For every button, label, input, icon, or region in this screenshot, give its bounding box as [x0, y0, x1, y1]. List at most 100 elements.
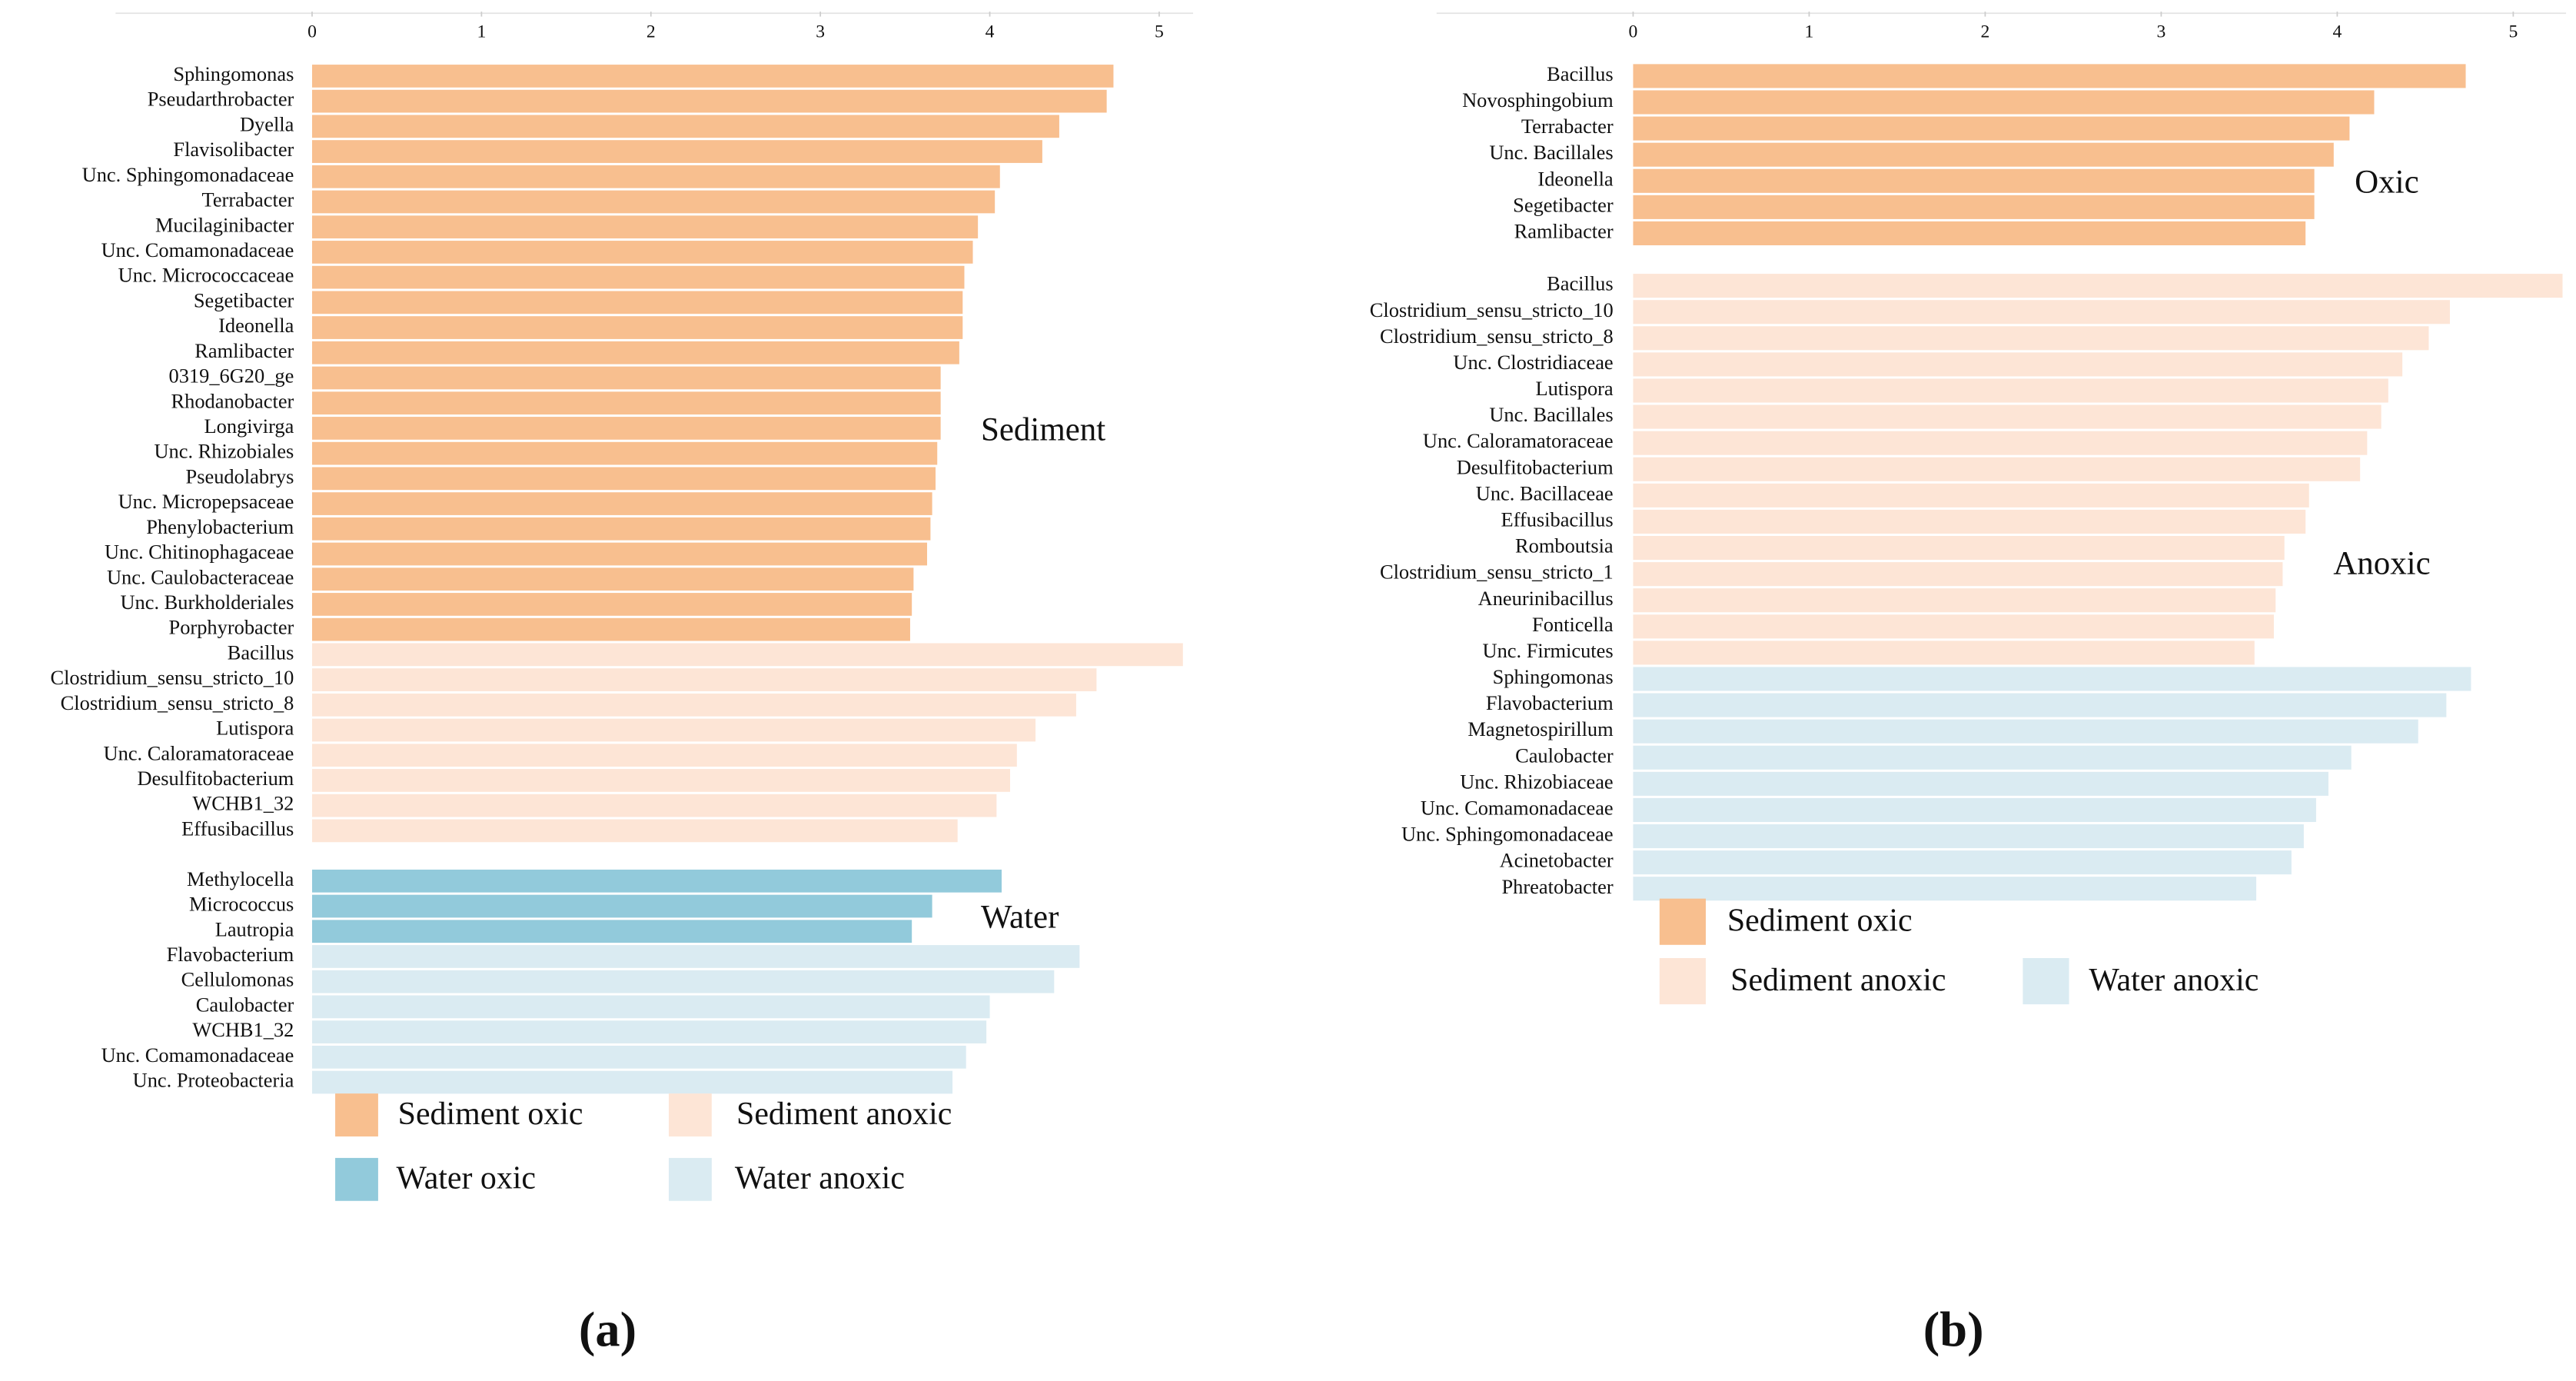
bar: [311, 567, 914, 591]
bar: [311, 492, 932, 515]
category-label: Unc. Bacillales: [1489, 403, 1613, 426]
bar: [311, 869, 1002, 893]
bar: [1633, 719, 2418, 744]
bar: [311, 920, 912, 943]
category-label: Fonticella: [1532, 613, 1614, 636]
category-label: Phreatobacter: [1501, 875, 1613, 898]
category-label: Unc. Chitinophagaceae: [105, 541, 294, 564]
category-label: Clostridium_sensu_stricto_1: [1380, 561, 1614, 584]
category-label: Sphingomonas: [1493, 665, 1614, 688]
category-label: Magnetospirillum: [1467, 717, 1614, 740]
bar: [311, 441, 938, 465]
category-label: Phenylobacterium: [146, 515, 294, 538]
x-tick-label: 5: [2508, 22, 2518, 42]
bar: [1633, 745, 2352, 770]
bar: [311, 643, 1183, 667]
bar: [1633, 614, 2274, 639]
category-label: Pseudolabrys: [186, 464, 294, 488]
legend-swatch: [335, 1157, 378, 1201]
bar: [311, 718, 1036, 742]
bar: [311, 1020, 987, 1043]
x-tick-label: 4: [986, 22, 995, 42]
x-tick-label: 0: [307, 22, 317, 42]
category-label: Dyella: [240, 112, 294, 135]
bar: [1633, 877, 2257, 901]
category-label: Caulobacter: [196, 993, 294, 1016]
bar: [1633, 771, 2328, 796]
annotation: Sediment: [981, 412, 1105, 448]
bar: [311, 265, 965, 289]
category-label: Bacillus: [1547, 272, 1614, 295]
x-tick-label: 2: [646, 22, 656, 42]
category-label: Ramlibacter: [194, 339, 294, 362]
category-label: Unc. Bacillales: [1489, 141, 1613, 164]
bar: [1633, 850, 2292, 875]
category-label: Clostridium_sensu_stricto_10: [1370, 298, 1614, 321]
legend-swatch: [1659, 898, 1706, 945]
bar: [1633, 352, 2403, 377]
x-tick-label: 4: [2332, 22, 2342, 42]
category-label: Micrococcus: [189, 893, 294, 916]
category-label: WCHB1_32: [192, 792, 294, 815]
category-label: Unc. Comamonadaceae: [101, 238, 294, 261]
category-label: Desulfitobacterium: [1457, 455, 1614, 478]
bar: [311, 140, 1042, 163]
bar: [1633, 378, 2388, 403]
legend-label: Sediment anoxic: [1730, 963, 1946, 998]
category-label: Unc. Caloramatoraceae: [1423, 429, 1614, 452]
bar: [311, 341, 959, 364]
category-label: Flavobacterium: [1486, 691, 1614, 714]
bar: [1633, 142, 2334, 167]
category-label: Unc. Bacillaceae: [1476, 481, 1614, 504]
panel-label: (b): [1923, 1303, 1984, 1357]
bar: [311, 668, 1097, 691]
category-label: Porphyrobacter: [169, 616, 294, 639]
category-label: Unc. Sphingomonadaceae: [82, 163, 294, 186]
bar: [311, 89, 1107, 113]
bar: [311, 593, 912, 616]
category-label: Lutispora: [216, 717, 294, 740]
bar: [311, 366, 941, 390]
category-label: Ramlibacter: [1514, 220, 1614, 243]
category-label: Lutispora: [1535, 377, 1613, 400]
legend-label: Sediment anoxic: [736, 1096, 952, 1132]
category-label: Flavisolibacter: [173, 138, 294, 161]
bar: [1633, 431, 2368, 455]
bar: [1633, 562, 2283, 587]
category-label: Longivirga: [204, 414, 294, 438]
bar: [311, 65, 1114, 88]
bar: [1633, 64, 2466, 88]
bar: [311, 744, 1017, 767]
category-label: Aneurinibacillus: [1478, 587, 1614, 610]
bar: [311, 1070, 953, 1094]
category-label: Unc. Caulobacteraceae: [107, 565, 294, 588]
bar: [1633, 221, 2306, 245]
category-label: Clostridium_sensu_stricto_8: [61, 691, 294, 714]
x-tick-label: 5: [1155, 22, 1164, 42]
category-label: Terrabacter: [1521, 115, 1614, 138]
category-label: Unc. Clostridiaceae: [1453, 351, 1613, 374]
x-tick-label: 0: [1629, 22, 1638, 42]
bar: [311, 241, 973, 264]
category-label: Romboutsia: [1515, 534, 1614, 557]
bar: [311, 769, 1011, 792]
category-label: Clostridium_sensu_stricto_8: [1380, 324, 1614, 348]
category-label: Unc. Comamonadaceae: [1421, 796, 1614, 819]
category-label: Methylocella: [187, 867, 294, 890]
category-label: Rhodanobacter: [171, 389, 294, 412]
bar: [311, 467, 936, 491]
bar: [311, 617, 910, 641]
category-label: Bacillus: [228, 641, 294, 664]
bar: [311, 316, 963, 339]
bar: [311, 970, 1055, 993]
legend-swatch: [1659, 957, 1706, 1005]
category-label: Unc. Rhizobiales: [154, 440, 294, 463]
legend-swatch: [668, 1093, 712, 1136]
bar: [1633, 693, 2447, 717]
annotation: Oxic: [2355, 165, 2419, 201]
legend-swatch: [2023, 957, 2069, 1005]
bar: [1633, 667, 2471, 691]
bar: [311, 517, 931, 541]
legend-label: Water anoxic: [2089, 963, 2259, 998]
bar: [1633, 90, 2375, 115]
